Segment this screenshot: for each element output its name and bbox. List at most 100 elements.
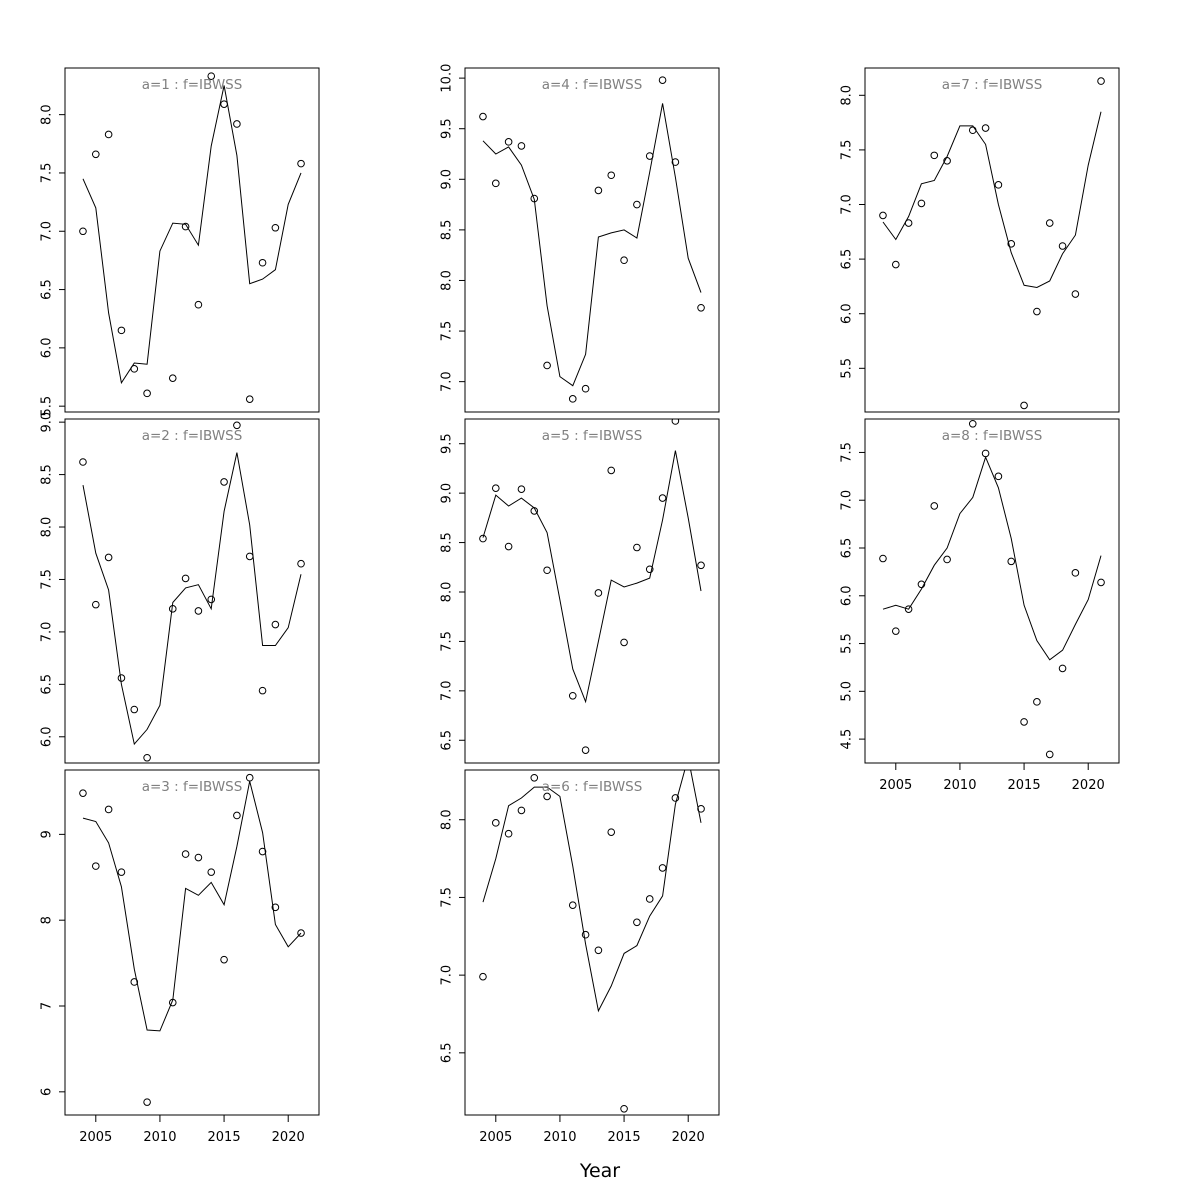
y-tick-label: 7.5 bbox=[840, 140, 855, 161]
fitted-line bbox=[82, 85, 302, 385]
data-point bbox=[1097, 77, 1105, 85]
y-tick-label: 5.0 bbox=[840, 681, 855, 702]
y-tick-label: 6.5 bbox=[40, 674, 55, 695]
data-point bbox=[479, 112, 487, 121]
fitted-line bbox=[482, 770, 702, 1013]
data-point bbox=[594, 186, 603, 195]
y-tick-label: 5.5 bbox=[40, 396, 55, 417]
y-tick-label: 8.0 bbox=[840, 85, 855, 106]
plot-area bbox=[479, 419, 705, 754]
panel-title: a=7 : f=IBWSS bbox=[942, 77, 1043, 93]
data-point bbox=[517, 142, 526, 150]
data-point bbox=[543, 566, 551, 575]
fitted-line bbox=[882, 111, 1102, 289]
panel-4: 7.0 7.5 8.0 8.5 9.0 9.5 10.0 a=4 : f=IBWSS bbox=[440, 64, 720, 413]
data-point bbox=[168, 374, 177, 382]
data-point bbox=[1007, 557, 1016, 566]
data-point bbox=[1045, 750, 1054, 759]
data-point bbox=[994, 181, 1003, 189]
y-tick-label: 7.5 bbox=[440, 631, 455, 652]
data-point bbox=[504, 542, 513, 551]
data-point bbox=[943, 157, 951, 165]
data-point bbox=[930, 151, 939, 160]
data-point bbox=[117, 326, 126, 335]
data-point bbox=[297, 159, 305, 168]
y-tick-label: 6.5 bbox=[40, 279, 55, 300]
panel-6: 6.5 7.0 7.5 8.0 2005 2010 2015 2020 a=6 : f=IBWS… bbox=[440, 769, 720, 1145]
data-point bbox=[671, 419, 680, 425]
y-tick-label: 7.5 bbox=[440, 887, 455, 908]
data-point bbox=[207, 595, 216, 604]
data-point bbox=[671, 158, 680, 166]
y-tick-label: 8.5 bbox=[40, 464, 55, 485]
data-point bbox=[517, 806, 526, 815]
data-point bbox=[491, 819, 500, 827]
data-point bbox=[697, 303, 705, 312]
y-tick-label: 7.0 bbox=[840, 490, 855, 511]
data-point bbox=[143, 1098, 151, 1106]
data-point bbox=[568, 901, 577, 910]
data-point bbox=[1033, 307, 1041, 316]
y-tick-label: 8.0 bbox=[440, 809, 455, 830]
panel-title: a=5 : f=IBWSS bbox=[542, 428, 643, 444]
panel-frame bbox=[464, 67, 720, 413]
data-point bbox=[917, 199, 926, 208]
data-point bbox=[271, 223, 280, 232]
y-tick-label: 9.5 bbox=[440, 118, 455, 139]
x-tick-label: 2005 bbox=[479, 1130, 512, 1145]
data-point bbox=[245, 773, 254, 782]
data-point bbox=[581, 930, 590, 939]
y-tick-label: 7.5 bbox=[40, 569, 55, 590]
plot-area bbox=[79, 72, 305, 403]
data-point bbox=[645, 152, 654, 160]
panel-5: 6.5 7.0 7.5 8.0 8.5 9.0 9.5 a=5 : f=IBWSS bbox=[440, 418, 720, 764]
data-point bbox=[79, 458, 87, 466]
x-tick-label: 2020 bbox=[272, 1130, 305, 1145]
data-point bbox=[479, 972, 487, 981]
y-tick-label: 7.5 bbox=[440, 321, 455, 342]
data-point bbox=[207, 72, 216, 80]
data-point bbox=[581, 384, 590, 393]
panel-3: 6 7 8 9 2005 2010 2015 2020 a=3 : f=IBWSS bbox=[40, 769, 320, 1145]
data-point bbox=[79, 789, 87, 797]
data-point bbox=[891, 260, 900, 269]
data-point bbox=[645, 895, 654, 903]
data-point bbox=[543, 361, 551, 370]
data-point bbox=[594, 589, 603, 597]
y-tick-label: 7.0 bbox=[440, 965, 455, 986]
data-point bbox=[530, 507, 539, 515]
data-point bbox=[1097, 578, 1105, 587]
x-tick-label: 2010 bbox=[143, 1130, 176, 1145]
data-point bbox=[1033, 698, 1041, 706]
y-tick-label: 8.0 bbox=[40, 517, 55, 538]
panel-title: a=2 : f=IBWSS bbox=[142, 428, 243, 444]
data-point bbox=[104, 553, 113, 562]
data-point bbox=[245, 552, 254, 561]
data-point bbox=[143, 753, 151, 762]
data-point bbox=[904, 219, 913, 227]
data-point bbox=[633, 543, 641, 552]
data-point bbox=[130, 705, 139, 714]
x-tick-label: 2010 bbox=[943, 778, 976, 793]
x-tick-label: 2015 bbox=[608, 1130, 641, 1145]
plot-area bbox=[479, 770, 705, 1113]
data-point bbox=[168, 605, 177, 613]
panel-frame bbox=[864, 418, 1120, 764]
data-point bbox=[930, 502, 939, 510]
fitted-line bbox=[882, 455, 1102, 661]
data-point bbox=[297, 559, 305, 568]
y-tick-label: 6.5 bbox=[840, 249, 855, 270]
y-tick-label: 7 bbox=[40, 1002, 55, 1010]
data-point bbox=[517, 485, 526, 493]
y-tick-label: 9.5 bbox=[440, 433, 455, 454]
data-point bbox=[607, 171, 616, 180]
data-point bbox=[491, 484, 500, 492]
data-point bbox=[207, 868, 216, 876]
data-point bbox=[117, 674, 126, 682]
data-point bbox=[943, 555, 951, 564]
data-point bbox=[968, 126, 977, 135]
data-point bbox=[981, 449, 990, 458]
panel-frame bbox=[64, 769, 320, 1116]
y-tick-label: 7.0 bbox=[440, 680, 455, 701]
data-point bbox=[91, 150, 100, 159]
